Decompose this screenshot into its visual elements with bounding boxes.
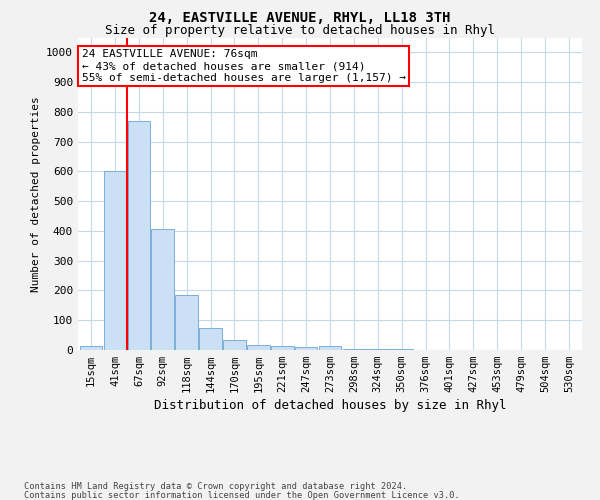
- Text: 24 EASTVILLE AVENUE: 76sqm
← 43% of detached houses are smaller (914)
55% of sem: 24 EASTVILLE AVENUE: 76sqm ← 43% of deta…: [82, 50, 406, 82]
- Text: Contains public sector information licensed under the Open Government Licence v3: Contains public sector information licen…: [24, 490, 460, 500]
- Bar: [223, 340, 246, 350]
- Bar: [175, 295, 198, 350]
- Y-axis label: Number of detached properties: Number of detached properties: [31, 96, 41, 292]
- Bar: [80, 346, 103, 350]
- Bar: [271, 346, 293, 350]
- Bar: [247, 344, 269, 350]
- Bar: [295, 347, 317, 350]
- Bar: [104, 172, 127, 350]
- Text: Size of property relative to detached houses in Rhyl: Size of property relative to detached ho…: [105, 24, 495, 37]
- Bar: [319, 346, 341, 350]
- Bar: [128, 121, 150, 350]
- Bar: [343, 348, 365, 350]
- Bar: [151, 230, 174, 350]
- Bar: [199, 328, 222, 350]
- Bar: [367, 349, 389, 350]
- Text: Contains HM Land Registry data © Crown copyright and database right 2024.: Contains HM Land Registry data © Crown c…: [24, 482, 407, 491]
- Text: 24, EASTVILLE AVENUE, RHYL, LL18 3TH: 24, EASTVILLE AVENUE, RHYL, LL18 3TH: [149, 12, 451, 26]
- X-axis label: Distribution of detached houses by size in Rhyl: Distribution of detached houses by size …: [154, 400, 506, 412]
